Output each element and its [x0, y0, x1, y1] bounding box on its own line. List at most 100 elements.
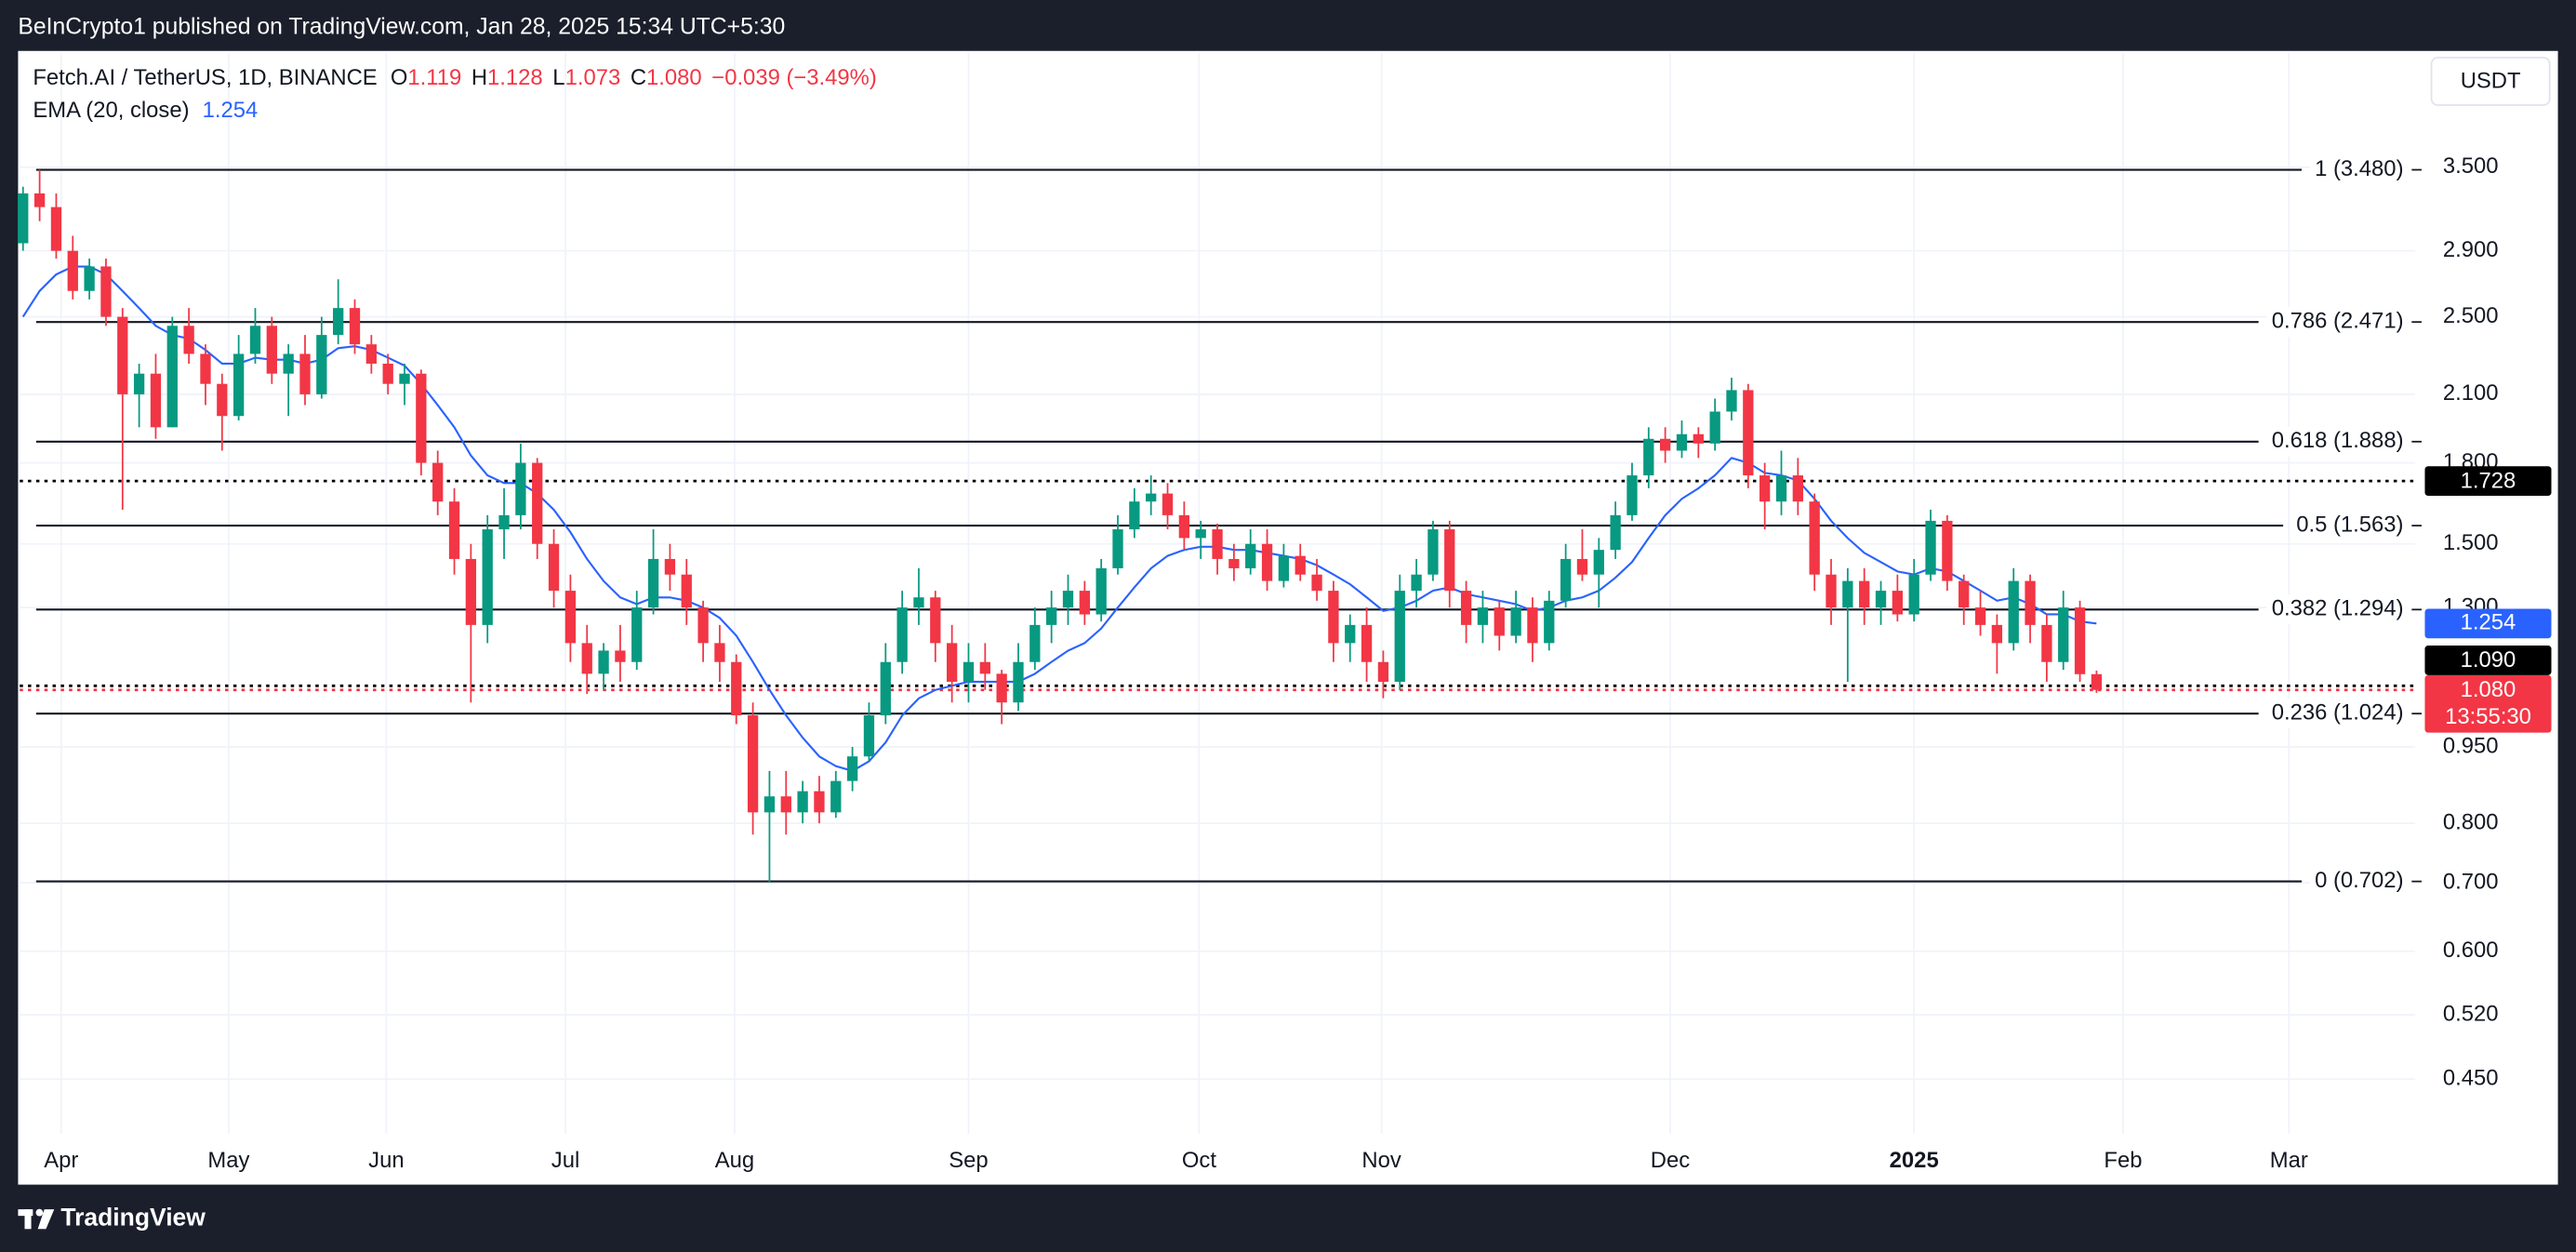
- candle-body: [1643, 438, 1654, 476]
- candle-body: [896, 607, 908, 662]
- candle-body: [1974, 607, 1986, 625]
- candle-body: [1029, 624, 1041, 662]
- candle-body: [1079, 591, 1090, 615]
- y-tick-label: 0.450: [2443, 1065, 2499, 1090]
- candle-body: [1046, 607, 1057, 625]
- candle-body: [1875, 591, 1887, 608]
- candle-body: [2058, 607, 2069, 662]
- x-tick-label: Nov: [1361, 1148, 1401, 1173]
- candle-body: [1195, 529, 1206, 539]
- candle-body: [780, 796, 791, 813]
- candle-body: [1627, 475, 1638, 515]
- candle-body: [150, 373, 162, 428]
- y-tick-label: 2.100: [2443, 380, 2499, 406]
- candle-body: [1925, 520, 1936, 575]
- candle-body: [1892, 591, 1904, 615]
- candle-body: [50, 206, 62, 251]
- candle-body: [498, 514, 510, 530]
- indicator-name: EMA (20, close): [33, 98, 189, 123]
- symbol: Fetch.AI / TetherUS, 1D, BINANCE: [33, 65, 377, 90]
- candle-body: [217, 383, 228, 417]
- candle-body: [416, 373, 427, 463]
- candle-body: [1212, 529, 1223, 559]
- candle-body: [1345, 624, 1356, 644]
- candle-body: [200, 353, 211, 384]
- fib-label-bg: [2291, 511, 2425, 540]
- candle-body: [863, 715, 875, 757]
- price-flag-label: 1.728: [2461, 468, 2516, 493]
- candle-body: [1178, 514, 1190, 539]
- x-tick-label: Aug: [715, 1148, 754, 1173]
- candle-body: [581, 643, 592, 674]
- candle-body: [1759, 475, 1771, 502]
- candle-body: [996, 673, 1007, 703]
- candle-body: [1460, 591, 1472, 625]
- candle-body: [2091, 673, 2103, 690]
- fib-label-bg: [2266, 594, 2425, 625]
- candle-body: [1859, 580, 1870, 608]
- candle-body: [448, 501, 460, 559]
- candle-body: [1311, 574, 1322, 592]
- fib-label: 0.786 (2.471): [2272, 308, 2404, 333]
- fib-label-bg: [2266, 699, 2425, 729]
- candle-body: [1427, 529, 1439, 575]
- candle-body: [1444, 529, 1455, 592]
- y-tick-label: 0.950: [2443, 733, 2499, 758]
- chart-panel: [18, 50, 2558, 1185]
- candle-body: [1062, 591, 1074, 608]
- y-tick-label: 1.500: [2443, 530, 2499, 555]
- ohlc-key: O: [391, 65, 408, 90]
- candle-body: [1494, 607, 1505, 636]
- change: −0.039 (−3.49%): [711, 65, 877, 90]
- logo-dot: [35, 1208, 44, 1217]
- candle-body: [1576, 558, 1588, 575]
- candle-body: [232, 353, 245, 417]
- price-flag: [2424, 466, 2552, 497]
- candle-body: [1228, 558, 1240, 568]
- candle-body: [482, 529, 493, 625]
- fib-label-bg: [2266, 426, 2425, 457]
- price-flag-label: 1.080: [2461, 677, 2516, 702]
- candle-body: [598, 650, 609, 674]
- candle-body: [1013, 661, 1024, 703]
- fib-label-bg: [2266, 307, 2425, 338]
- candle-body: [1411, 574, 1422, 592]
- candle-body: [1394, 591, 1405, 682]
- candle-body: [697, 607, 709, 644]
- candle-body: [963, 661, 975, 682]
- candle-body: [465, 558, 477, 625]
- candle-body: [33, 193, 46, 207]
- fib-label: 1 (3.480): [2315, 156, 2403, 181]
- fib-label: 0.382 (1.294): [2272, 596, 2404, 621]
- candle-body: [84, 266, 95, 291]
- candle-body: [67, 250, 78, 291]
- ema-flag: [2424, 608, 2552, 639]
- price-flag: [2424, 646, 2552, 675]
- candle-body: [797, 791, 808, 813]
- ohlc-value: 1.128: [487, 65, 543, 90]
- fib-label: 0.5 (1.563): [2296, 512, 2403, 537]
- y-tick-label: 3.500: [2443, 153, 2499, 179]
- candle-body: [615, 650, 626, 662]
- currency-button[interactable]: [2430, 56, 2551, 106]
- candle-body: [1361, 624, 1373, 662]
- candle-body: [1826, 574, 1837, 608]
- candle-body: [1743, 390, 1754, 476]
- candle-body: [814, 791, 825, 813]
- candle-body: [1095, 567, 1107, 615]
- legend-line: Fetch.AI / TetherUS, 1D, BINANCE O1.119 H1…: [33, 65, 876, 90]
- candle-body: [382, 363, 393, 384]
- candle-body: [1162, 493, 1174, 515]
- y-tick-label: 0.800: [2443, 809, 2499, 834]
- x-tick-label: May: [207, 1148, 249, 1173]
- candle-body: [133, 373, 145, 394]
- candle-body: [1527, 607, 1538, 644]
- ema-flag-label: 1.254: [2461, 610, 2516, 635]
- candle-body: [1245, 543, 1256, 568]
- x-tick-label: Feb: [2104, 1148, 2142, 1173]
- candle-body: [946, 643, 958, 682]
- indicator-line: EMA (20, close) 1.254: [33, 98, 258, 123]
- countdown-label: 13:55:30: [2445, 704, 2531, 729]
